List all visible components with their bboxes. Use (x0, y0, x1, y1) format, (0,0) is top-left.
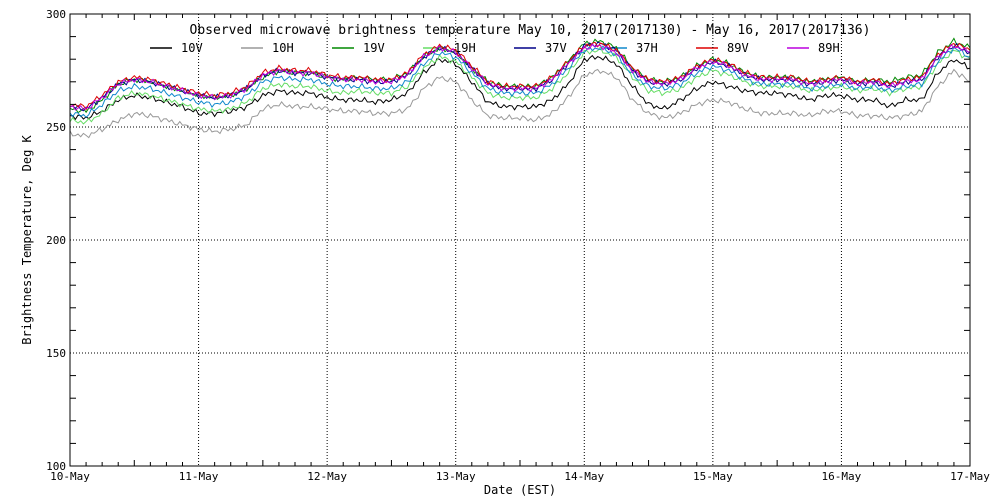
series-line-10v (69, 54, 971, 121)
legend-label: 89V (727, 41, 749, 55)
x-tick-label: 11-May (179, 470, 219, 483)
series-line-10h (69, 68, 971, 139)
x-tick-labels: 10-May 11-May 12-May 13-May 14-May 15-May 16-M… (50, 470, 990, 483)
x-tick-label: 15-May (693, 470, 733, 483)
y-axis-title: Brightness Temperature, Deg K (20, 134, 34, 344)
legend-label: 89H (818, 41, 840, 55)
legend-label: 10V (181, 41, 203, 55)
y-tick-label: 250 (46, 121, 66, 134)
series-line-89h (69, 43, 971, 111)
y-tick-label: 100 (46, 460, 66, 473)
x-tick-label: 13-May (436, 470, 476, 483)
x-tick-label: 12-May (307, 470, 347, 483)
y-tick-label: 200 (46, 234, 66, 247)
legend-label: 19V (363, 41, 385, 55)
y-tick-labels: 100 150 200 250 300 (46, 8, 66, 473)
x-tick-label: 16-May (822, 470, 862, 483)
x-tick-label: 17-May (950, 470, 990, 483)
x-tick-label: 10-May (50, 470, 90, 483)
chart-title: Observed microwave brightness temperatur… (190, 23, 871, 38)
y-tick-label: 300 (46, 8, 66, 21)
series-line-37v (69, 41, 971, 112)
y-tick-label: 150 (46, 347, 66, 360)
axis-ticks (70, 14, 970, 466)
x-axis-title: Date (EST) (484, 483, 556, 497)
series-line-37h (69, 45, 971, 119)
legend: 10V 10H 19V 19H 37V 37H 89V 89H (150, 41, 840, 55)
x-tick-label: 14-May (564, 470, 604, 483)
series-lines (69, 37, 971, 139)
legend-label: 37H (636, 41, 658, 55)
grid-lines (70, 14, 970, 466)
legend-label: 10H (272, 41, 294, 55)
legend-label: 37V (545, 41, 567, 55)
legend-label: 19H (454, 41, 476, 55)
series-line-89v (69, 41, 971, 111)
